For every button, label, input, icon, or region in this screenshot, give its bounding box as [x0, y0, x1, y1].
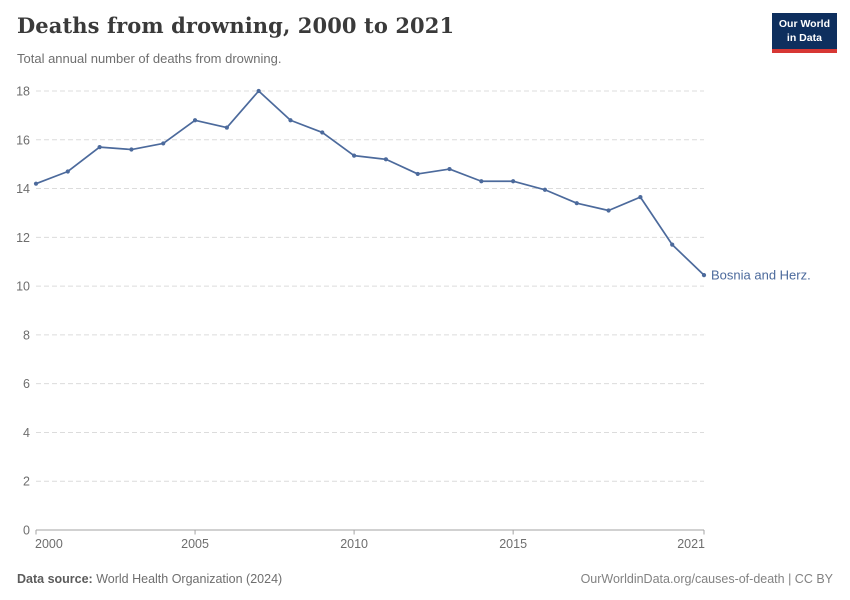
x-tick-label: 2021	[677, 537, 705, 551]
data-point	[479, 179, 484, 184]
owid-logo-line2: in Data	[786, 31, 822, 44]
y-tick-label: 14	[16, 182, 30, 196]
data-point	[638, 194, 643, 200]
data-point	[65, 169, 70, 174]
data-point	[511, 179, 516, 184]
y-tick-label: 2	[23, 475, 30, 489]
data-point	[129, 147, 134, 152]
data-point	[447, 166, 452, 172]
y-tick-label: 10	[16, 280, 30, 294]
y-tick-label: 18	[16, 85, 30, 99]
x-tick-label: 2005	[181, 537, 209, 551]
credit-link[interactable]: OurWorldinData.org/causes-of-death | CC …	[580, 572, 833, 586]
y-tick-label: 12	[16, 231, 30, 245]
x-tick-label: 2000	[35, 537, 63, 551]
y-tick-label: 6	[23, 377, 30, 391]
y-tick-label: 0	[23, 524, 30, 538]
data-point	[288, 118, 293, 123]
data-point	[192, 118, 198, 123]
data-point	[320, 130, 325, 135]
data-point	[574, 201, 579, 206]
entity-label: Bosnia and Herz.	[711, 268, 811, 283]
y-tick-label: 4	[23, 426, 30, 440]
data-point	[351, 153, 357, 158]
data-source-value: World Health Organization (2024)	[92, 572, 283, 586]
chart-subtitle: Total annual number of deaths from drown…	[17, 51, 282, 66]
data-point	[701, 273, 707, 278]
data-source: Data source: World Health Organization (…	[17, 572, 282, 586]
data-point	[415, 171, 420, 177]
data-point	[161, 141, 166, 146]
page-title: Deaths from drowning, 2000 to 2021	[17, 13, 455, 38]
y-tick-label: 16	[16, 133, 30, 147]
owid-logo[interactable]: Our World in Data	[771, 13, 837, 54]
data-point	[542, 187, 548, 192]
data-point	[383, 157, 389, 162]
data-point	[224, 125, 229, 130]
data-point	[670, 242, 675, 247]
data-point	[606, 208, 611, 213]
data-point	[33, 181, 39, 186]
y-tick-label: 8	[23, 328, 30, 342]
trend-line	[35, 90, 705, 276]
owid-logo-line1: Our World	[778, 18, 830, 30]
x-tick-label: 2015	[499, 537, 527, 551]
data-source-label: Data source:	[17, 572, 93, 586]
data-point	[97, 144, 102, 150]
data-point	[256, 88, 261, 94]
x-tick-label: 2010	[340, 537, 368, 551]
